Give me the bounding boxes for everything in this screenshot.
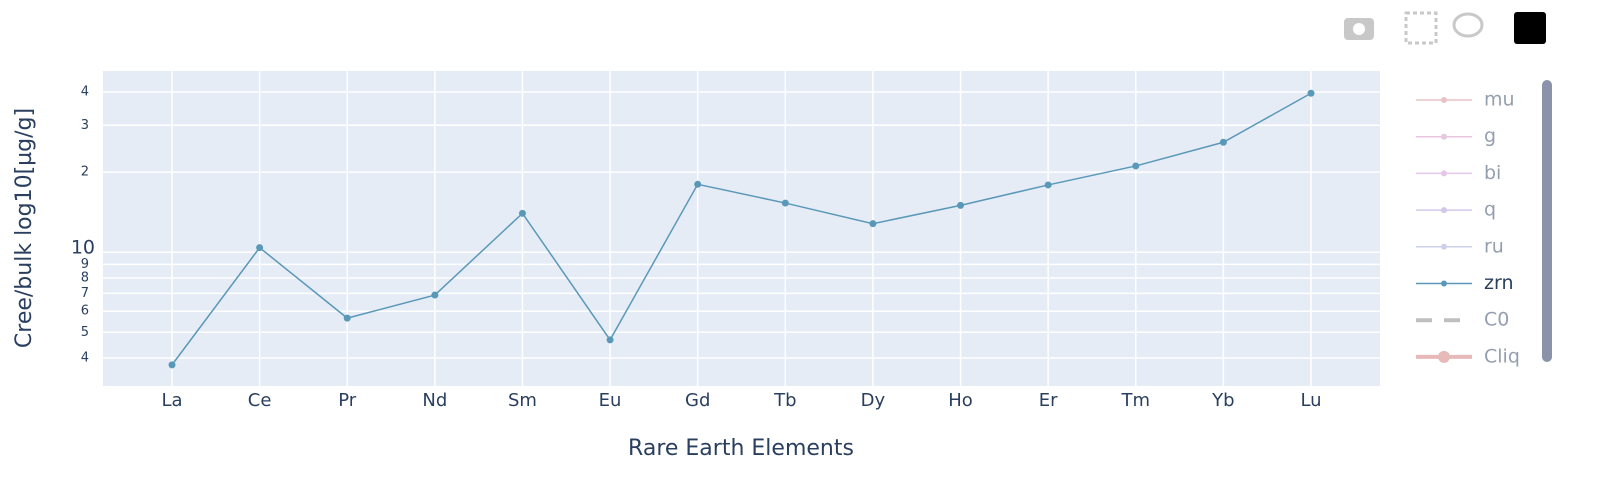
data-point (1132, 162, 1140, 170)
legend-label: Cliq (1484, 345, 1520, 367)
legend-item[interactable]: bi (1416, 162, 1501, 184)
data-point (1307, 89, 1315, 97)
legend-marker (1441, 133, 1447, 140)
data-point (256, 244, 264, 252)
legend-item[interactable]: zrn (1416, 272, 1514, 294)
legend-label: q (1484, 199, 1496, 221)
legend-item[interactable]: Cliq (1416, 345, 1520, 367)
x-axis-title: Rare Earth Elements (628, 436, 854, 461)
lasso-icon[interactable] (1452, 12, 1484, 38)
legend-label: bi (1484, 162, 1501, 184)
x-tick-label: Eu (599, 390, 622, 411)
data-point (606, 336, 614, 344)
x-tick-label: Ce (248, 390, 272, 411)
plotly-logo[interactable] (1514, 12, 1546, 44)
x-tick-label: Er (1039, 390, 1058, 411)
x-tick-label: Gd (685, 390, 710, 411)
x-tick-label: Ho (948, 390, 973, 411)
y-tick-label: 10 (71, 237, 95, 259)
x-tick-label: Dy (861, 390, 886, 411)
legend-label: g (1484, 125, 1496, 147)
x-tick-label: Sm (508, 390, 537, 411)
modebar[interactable] (1344, 11, 1546, 45)
series-line (171, 92, 1312, 366)
data-point (869, 220, 877, 228)
box-select-icon[interactable] (1404, 11, 1438, 45)
grid (103, 71, 1380, 386)
legend-marker (1441, 207, 1447, 214)
y-tick-label: 9 (81, 257, 89, 272)
y-tick-label: 4 (81, 351, 89, 366)
data-point (957, 201, 965, 209)
data-point (1219, 138, 1227, 146)
x-tick-label: Lu (1300, 390, 1321, 411)
legend-item[interactable]: q (1416, 199, 1496, 221)
legend-marker (1441, 97, 1447, 103)
x-tick-label: La (161, 390, 182, 411)
camera-lens (1353, 23, 1365, 35)
data-point (168, 361, 176, 369)
legend: mu g bi q ru zrn C0 Cliq (1416, 89, 1520, 367)
y-tick-label: 2 (81, 165, 89, 180)
x-tick-label: Pr (338, 390, 357, 411)
legend-label: ru (1484, 235, 1504, 257)
plot-area (103, 71, 1380, 386)
data-point (431, 291, 439, 299)
x-tick-label: Tb (773, 390, 796, 411)
legend-label: zrn (1484, 272, 1514, 294)
legend-marker (1441, 170, 1447, 177)
x-tick-label: Tm (1121, 390, 1151, 411)
data-point (1044, 181, 1052, 189)
data-point (781, 199, 789, 207)
y-tick-label: 8 (81, 270, 89, 285)
x-tick-label: Yb (1211, 390, 1234, 411)
data-point (694, 180, 702, 188)
data-point (343, 314, 351, 322)
x-tick-label: Nd (422, 390, 447, 411)
legend-label: mu (1484, 89, 1515, 111)
legend-label: C0 (1484, 309, 1509, 331)
legend-item[interactable]: C0 (1416, 309, 1509, 331)
y-tick-label: 3 (81, 118, 89, 133)
data-point (518, 209, 526, 217)
legend-marker (1438, 350, 1450, 363)
y-axis-title: Cree/bulk log10[µg/g] (12, 108, 37, 348)
legend-scrollbar[interactable] (1542, 80, 1552, 362)
legend-marker (1441, 243, 1447, 250)
legend-item[interactable]: mu (1416, 89, 1515, 111)
legend-item[interactable]: g (1416, 125, 1496, 147)
y-tick-label: 6 (81, 304, 89, 319)
y-tick-label: 4 (81, 85, 89, 100)
y-tick-label: 5 (81, 325, 89, 340)
legend-item[interactable]: ru (1416, 235, 1504, 257)
legend-marker (1441, 280, 1447, 287)
y-tick-label: 7 (81, 286, 89, 301)
